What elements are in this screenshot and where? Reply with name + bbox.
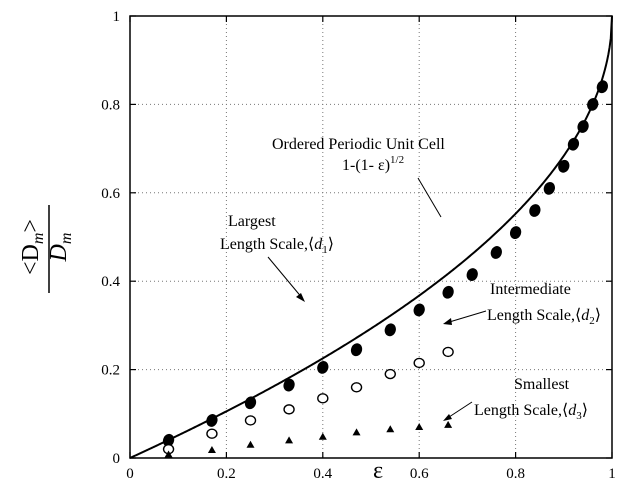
- largest-scale-point: [442, 285, 454, 299]
- largest-label-line1: Largest: [228, 213, 276, 230]
- y-tick-label: 0.6: [101, 186, 120, 202]
- smallest-annotation: Smallest Length Scale,⟨d3⟩: [443, 376, 588, 422]
- largest-label-line2: Length Scale,⟨d1⟩: [220, 236, 334, 256]
- smallest-scale-point: [444, 420, 453, 428]
- intermediate-scale-point: [206, 428, 218, 439]
- largest-scale-point: [567, 137, 580, 151]
- marker-layer: [162, 80, 608, 458]
- largest-scale-point: [244, 396, 257, 410]
- smallest-leader-arrowhead: [443, 414, 452, 421]
- intermediate-scale-point: [283, 404, 295, 415]
- largest-scale-point: [596, 80, 608, 94]
- smallest-scale-point: [318, 432, 327, 440]
- y-tick-label: 0.2: [101, 363, 120, 379]
- largest-scale-point: [350, 343, 363, 357]
- smallest-scale-point: [164, 450, 173, 458]
- x-axis-title: ε: [373, 458, 383, 482]
- x-tick-label: 0.8: [506, 466, 525, 482]
- smallest-label-line1: Smallest: [514, 376, 570, 393]
- largest-scale-point: [543, 181, 555, 195]
- y-axis-title: <Dm> Dm: [18, 205, 75, 293]
- x-tick-label: 1: [608, 466, 616, 482]
- intermediate-label-leader: [445, 310, 487, 324]
- largest-scale-point: [317, 360, 329, 374]
- largest-scale-point: [206, 414, 218, 427]
- smallest-scale-point: [246, 440, 255, 448]
- largest-scale-point: [283, 378, 295, 392]
- x-tick-label: 0: [126, 466, 134, 482]
- intermediate-annotation: Intermediate Length Scale,⟨d2⟩: [443, 281, 601, 327]
- largest-scale-point: [577, 120, 589, 133]
- largest-scale-point: [509, 226, 522, 239]
- largest-scale-point: [413, 303, 425, 317]
- largest-annotation: Largest Length Scale,⟨d1⟩: [220, 213, 334, 302]
- y-axis-title-numerator: <Dm>: [18, 219, 47, 275]
- intermediate-scale-point: [384, 368, 396, 380]
- x-tick-label: 0.4: [313, 466, 332, 482]
- intermediate-scale-point: [413, 357, 425, 369]
- largest-scale-point: [558, 159, 570, 173]
- y-tick-label: 0.8: [101, 97, 120, 113]
- curve-label-line2: 1-(1- ε)1/2: [342, 154, 404, 174]
- largest-scale-point: [466, 268, 478, 281]
- x-tick-label: 0.2: [217, 466, 236, 482]
- y-tick-label: 0: [113, 451, 121, 467]
- intermediate-scale-point: [317, 393, 329, 404]
- smallest-scale-point: [207, 446, 216, 454]
- intermediate-label-line2: Length Scale,⟨d2⟩: [487, 307, 601, 327]
- largest-scale-point: [490, 246, 502, 259]
- curve-annotation: Ordered Periodic Unit Cell 1-(1- ε)1/2: [272, 136, 445, 218]
- largest-leader-arrowhead: [296, 293, 305, 302]
- intermediate-scale-point: [350, 382, 363, 393]
- intermediate-scale-point: [442, 346, 454, 358]
- intermediate-leader-arrowhead: [443, 318, 452, 325]
- y-axis-title-denominator: Dm: [46, 233, 75, 263]
- largest-scale-point: [587, 98, 599, 111]
- intermediate-label-line1: Intermediate: [490, 281, 571, 298]
- largest-scale-point: [529, 204, 541, 217]
- smallest-label-leader: [445, 401, 473, 420]
- intermediate-scale-point: [244, 415, 257, 426]
- curve-label-leader: [417, 177, 442, 218]
- axes: 0 0.2 0.4 0.6 0.8 1 0 0.2 0.4 0.6 0.8 1: [101, 9, 616, 482]
- y-tick-label: 1: [113, 9, 121, 25]
- smallest-label-line2: Length Scale,⟨d3⟩: [474, 402, 588, 422]
- smallest-scale-point: [386, 425, 395, 433]
- smallest-scale-point: [352, 428, 361, 436]
- largest-scale-point: [384, 323, 396, 337]
- smallest-scale-point: [285, 436, 294, 444]
- largest-scale-point: [162, 433, 175, 447]
- largest-label-leader: [267, 256, 304, 300]
- y-tick-label: 0.4: [101, 274, 120, 290]
- curve-label-line1: Ordered Periodic Unit Cell: [272, 136, 445, 153]
- x-tick-label: 0.6: [410, 466, 429, 482]
- plot-frame: [129, 15, 613, 459]
- smallest-scale-point: [415, 423, 424, 431]
